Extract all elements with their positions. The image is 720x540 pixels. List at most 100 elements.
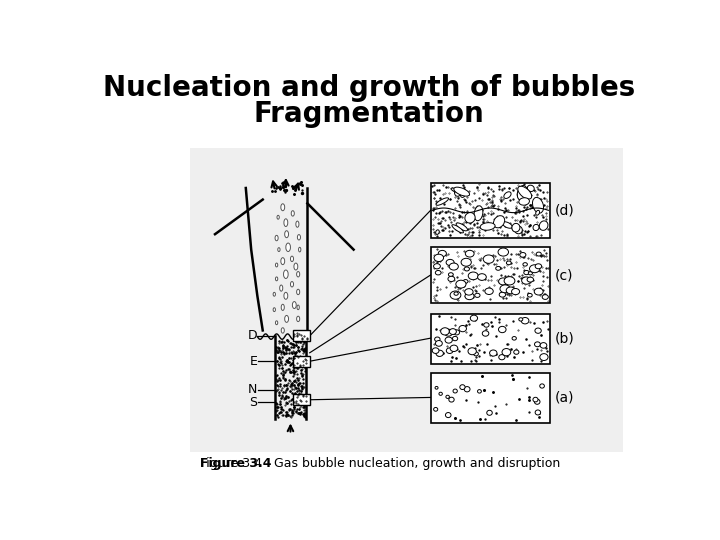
Bar — [431, 373, 550, 423]
Ellipse shape — [275, 235, 278, 241]
Ellipse shape — [449, 397, 454, 402]
Ellipse shape — [487, 410, 492, 415]
Ellipse shape — [448, 276, 455, 281]
Ellipse shape — [523, 277, 526, 280]
Ellipse shape — [477, 389, 482, 393]
Ellipse shape — [480, 222, 495, 230]
Ellipse shape — [512, 224, 520, 232]
Ellipse shape — [461, 258, 472, 266]
Ellipse shape — [284, 270, 288, 279]
Ellipse shape — [446, 348, 453, 354]
Ellipse shape — [452, 225, 464, 233]
Ellipse shape — [284, 292, 288, 299]
Ellipse shape — [477, 274, 486, 280]
Ellipse shape — [535, 410, 541, 415]
Ellipse shape — [291, 211, 294, 216]
Text: Nucleation and growth of bubbles: Nucleation and growth of bubbles — [103, 74, 635, 102]
Ellipse shape — [299, 247, 301, 252]
Bar — [431, 247, 550, 303]
Ellipse shape — [536, 211, 539, 215]
Ellipse shape — [523, 262, 527, 266]
Ellipse shape — [465, 213, 475, 223]
Ellipse shape — [454, 330, 459, 335]
Ellipse shape — [514, 350, 519, 354]
Ellipse shape — [465, 251, 474, 257]
Ellipse shape — [445, 337, 452, 343]
Ellipse shape — [290, 281, 294, 287]
Ellipse shape — [520, 253, 526, 257]
Ellipse shape — [474, 206, 483, 221]
Ellipse shape — [444, 329, 453, 336]
Ellipse shape — [446, 395, 449, 399]
Ellipse shape — [276, 277, 278, 281]
Ellipse shape — [522, 277, 531, 284]
Ellipse shape — [528, 293, 532, 297]
Ellipse shape — [281, 204, 284, 211]
Ellipse shape — [297, 305, 300, 309]
Ellipse shape — [540, 354, 548, 361]
Ellipse shape — [474, 352, 478, 356]
Ellipse shape — [542, 295, 549, 299]
Ellipse shape — [273, 292, 276, 296]
Ellipse shape — [534, 288, 543, 295]
Ellipse shape — [511, 288, 520, 295]
Ellipse shape — [464, 289, 473, 295]
Ellipse shape — [506, 261, 511, 265]
Ellipse shape — [282, 328, 284, 333]
Ellipse shape — [528, 272, 533, 275]
Ellipse shape — [449, 329, 456, 334]
Ellipse shape — [297, 316, 300, 322]
Ellipse shape — [432, 348, 439, 354]
Ellipse shape — [439, 392, 442, 395]
Ellipse shape — [527, 185, 534, 192]
Ellipse shape — [461, 193, 465, 198]
Ellipse shape — [450, 345, 458, 352]
Ellipse shape — [535, 328, 541, 333]
Ellipse shape — [449, 273, 454, 276]
Ellipse shape — [518, 186, 531, 199]
Ellipse shape — [503, 222, 512, 228]
Ellipse shape — [515, 226, 522, 234]
Ellipse shape — [436, 350, 444, 356]
Ellipse shape — [297, 272, 300, 277]
Ellipse shape — [296, 221, 299, 227]
Ellipse shape — [433, 408, 438, 411]
Ellipse shape — [468, 348, 477, 355]
Ellipse shape — [523, 271, 529, 275]
Text: E: E — [249, 355, 257, 368]
Ellipse shape — [482, 330, 489, 336]
Ellipse shape — [504, 192, 511, 199]
Ellipse shape — [438, 251, 446, 256]
Text: D: D — [248, 329, 257, 342]
Ellipse shape — [490, 350, 497, 356]
Ellipse shape — [449, 263, 459, 270]
Bar — [190, 148, 623, 452]
Ellipse shape — [436, 198, 449, 205]
Ellipse shape — [460, 384, 465, 389]
Ellipse shape — [294, 263, 298, 270]
Ellipse shape — [534, 342, 541, 347]
Ellipse shape — [498, 326, 506, 333]
Ellipse shape — [446, 259, 454, 266]
Ellipse shape — [536, 252, 541, 256]
Ellipse shape — [276, 263, 278, 267]
Ellipse shape — [483, 255, 494, 264]
Ellipse shape — [529, 265, 540, 273]
Text: N: N — [248, 383, 257, 396]
Ellipse shape — [464, 267, 469, 271]
Text: Figure 3.4   Gas bubble nucleation, growth and disruption: Figure 3.4 Gas bubble nucleation, growth… — [199, 457, 560, 470]
Ellipse shape — [474, 293, 480, 298]
Ellipse shape — [279, 285, 283, 291]
Ellipse shape — [504, 276, 515, 285]
Ellipse shape — [286, 243, 290, 252]
Ellipse shape — [453, 389, 457, 393]
Ellipse shape — [463, 280, 468, 283]
Ellipse shape — [519, 198, 529, 205]
Ellipse shape — [297, 234, 300, 240]
Ellipse shape — [533, 397, 538, 402]
Ellipse shape — [517, 186, 527, 200]
Ellipse shape — [540, 384, 544, 388]
Ellipse shape — [540, 342, 546, 348]
Ellipse shape — [539, 221, 548, 231]
Ellipse shape — [452, 336, 458, 341]
